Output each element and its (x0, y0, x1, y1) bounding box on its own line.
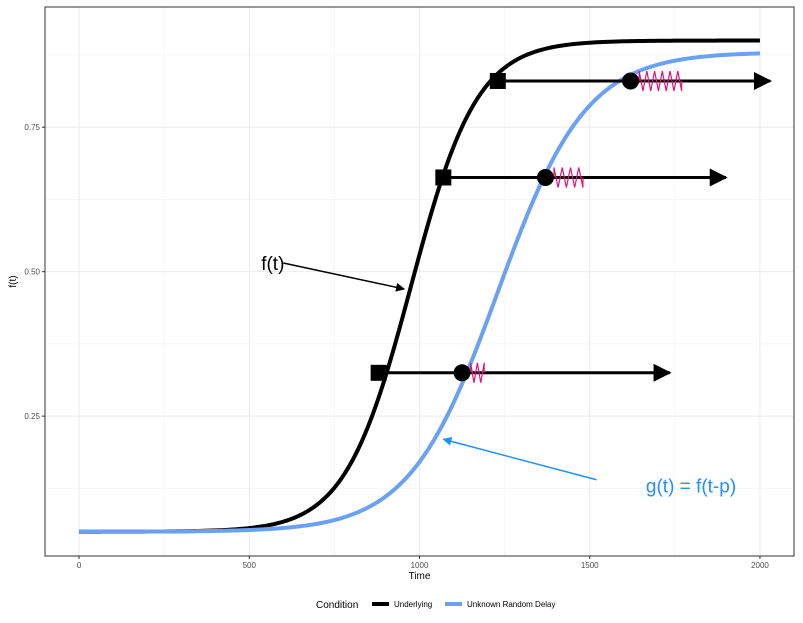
square-marker (370, 364, 387, 381)
x-tick-label: 1000 (411, 561, 429, 570)
series-layer (79, 38, 761, 534)
marker-layer (370, 70, 772, 383)
legend-entry-label: Underlying (394, 600, 432, 609)
y-tick-label: 0.25 (24, 412, 40, 421)
y-tick-label: 0.75 (24, 123, 40, 132)
spring (553, 167, 584, 188)
spring (469, 362, 485, 383)
legend-title: Condition (316, 600, 358, 611)
annotation-label: g(t) = f(t-p) (646, 476, 736, 497)
annotation-arrow (283, 262, 406, 292)
x-tick-label: 2000 (751, 561, 769, 570)
square-marker (435, 169, 452, 186)
axis-layer: 0 500 1000 1500 2000 0.25 0.50 0.75 (24, 123, 769, 570)
circle-marker (622, 72, 640, 90)
annotation-layer: f(t) g(t) = f(t-p) (261, 254, 736, 497)
annotation-arrow (442, 436, 597, 481)
circle-marker (536, 168, 554, 186)
spring (638, 70, 683, 92)
legend: Condition Underlying Unknown Random Delay (316, 600, 556, 611)
square-marker (489, 72, 506, 89)
legend-entry-label: Unknown Random Delay (467, 600, 556, 609)
series-line (79, 51, 761, 534)
circle-marker (453, 364, 471, 382)
annotation-label: f(t) (261, 254, 284, 275)
x-tick-label: 0 (77, 561, 82, 570)
gridlines (45, 7, 794, 556)
y-tick-label: 0.50 (24, 268, 40, 277)
y-axis-label: f(t) (8, 275, 19, 287)
x-axis-label: Time (409, 571, 431, 582)
x-tick-label: 500 (243, 561, 257, 570)
x-tick-label: 1500 (581, 561, 599, 570)
